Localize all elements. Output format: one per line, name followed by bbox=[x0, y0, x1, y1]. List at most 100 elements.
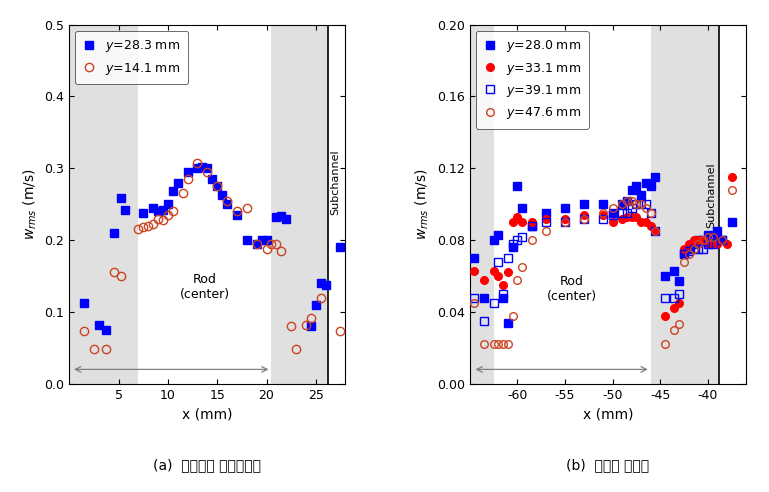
$y$=47.6 mm bbox=[661, 341, 670, 347]
$y$=28.3 mm bbox=[173, 180, 182, 185]
$y$=28.0 mm bbox=[470, 255, 479, 261]
$y$=14.1 mm bbox=[144, 223, 153, 229]
$y$=28.3 mm bbox=[198, 164, 207, 170]
$y$=39.1 mm bbox=[598, 215, 608, 221]
$y$=28.3 mm bbox=[281, 215, 291, 221]
$y$=28.3 mm bbox=[262, 237, 271, 243]
$y$=39.1 mm bbox=[527, 223, 536, 229]
$y$=39.1 mm bbox=[641, 201, 651, 207]
$y$=28.0 mm bbox=[727, 219, 736, 225]
Line: $y$=14.1 mm: $y$=14.1 mm bbox=[80, 158, 345, 353]
$y$=33.1 mm bbox=[661, 312, 670, 318]
$y$=33.1 mm bbox=[489, 268, 498, 274]
$y$=14.1 mm bbox=[153, 215, 162, 221]
Text: Rod
(center): Rod (center) bbox=[547, 275, 598, 303]
$y$=28.3 mm bbox=[168, 188, 178, 194]
$y$=33.1 mm bbox=[561, 215, 570, 221]
$y$=33.1 mm bbox=[703, 241, 712, 246]
$y$=39.1 mm bbox=[513, 237, 522, 243]
$y$=33.1 mm bbox=[518, 219, 527, 225]
$y$=28.0 mm bbox=[670, 268, 679, 274]
$y$=39.1 mm bbox=[717, 237, 727, 243]
$y$=28.0 mm bbox=[489, 237, 498, 243]
$y$=47.6 mm bbox=[684, 251, 694, 257]
$y$=39.1 mm bbox=[689, 246, 698, 252]
$y$=47.6 mm bbox=[694, 241, 703, 246]
$y$=39.1 mm bbox=[489, 300, 498, 306]
$y$=14.1 mm bbox=[79, 328, 88, 334]
Line: $y$=47.6 mm: $y$=47.6 mm bbox=[471, 186, 735, 348]
Text: (a)  이중냉각 환형핵연료: (a) 이중냉각 환형핵연료 bbox=[153, 459, 261, 472]
$y$=28.3 mm bbox=[193, 165, 202, 171]
$y$=28.3 mm bbox=[79, 300, 88, 306]
$y$=28.3 mm bbox=[158, 207, 168, 213]
$y$=47.6 mm bbox=[632, 201, 641, 207]
$y$=28.3 mm bbox=[306, 323, 315, 329]
$y$=14.1 mm bbox=[232, 209, 241, 215]
$y$=39.1 mm bbox=[670, 295, 679, 301]
$y$=47.6 mm bbox=[641, 205, 651, 211]
$y$=47.6 mm bbox=[646, 210, 655, 216]
$y$=28.3 mm bbox=[271, 214, 281, 220]
$y$=47.6 mm bbox=[508, 312, 518, 318]
$y$=39.1 mm bbox=[674, 291, 684, 297]
$y$=14.1 mm bbox=[291, 346, 301, 352]
$y$=33.1 mm bbox=[727, 174, 736, 180]
$y$=14.1 mm bbox=[212, 183, 221, 189]
$y$=28.3 mm bbox=[138, 210, 148, 216]
$y$=14.1 mm bbox=[222, 198, 231, 204]
$y$=39.1 mm bbox=[632, 201, 641, 207]
Bar bbox=[470, 25, 494, 384]
$y$=39.1 mm bbox=[646, 210, 655, 216]
$y$=28.0 mm bbox=[598, 201, 608, 207]
$y$=28.3 mm bbox=[116, 195, 125, 201]
$y$=28.0 mm bbox=[684, 246, 694, 252]
$y$=14.1 mm bbox=[163, 212, 172, 218]
$y$=47.6 mm bbox=[561, 219, 570, 225]
$y$=39.1 mm bbox=[508, 241, 518, 246]
$y$=47.6 mm bbox=[679, 259, 688, 265]
$y$=47.6 mm bbox=[518, 264, 527, 270]
$y$=47.6 mm bbox=[494, 341, 503, 347]
$y$=33.1 mm bbox=[632, 214, 641, 220]
$y$=39.1 mm bbox=[561, 219, 570, 225]
Text: Rod
(center): Rod (center) bbox=[180, 273, 230, 301]
$y$=14.1 mm bbox=[316, 295, 325, 301]
$y$=47.6 mm bbox=[717, 237, 727, 243]
$y$=14.1 mm bbox=[193, 159, 202, 165]
$y$=28.0 mm bbox=[674, 278, 684, 284]
$y$=39.1 mm bbox=[608, 212, 618, 218]
$y$=28.0 mm bbox=[622, 198, 631, 204]
$y$=28.0 mm bbox=[541, 210, 551, 216]
$y$=47.6 mm bbox=[527, 237, 536, 243]
$y$=47.6 mm bbox=[622, 198, 631, 204]
$y$=14.1 mm bbox=[183, 176, 192, 182]
Bar bbox=[271, 25, 328, 384]
$y$=28.0 mm bbox=[646, 184, 655, 189]
$y$=47.6 mm bbox=[670, 327, 679, 333]
$y$=33.1 mm bbox=[479, 277, 488, 282]
$y$=28.3 mm bbox=[183, 169, 192, 175]
$y$=14.1 mm bbox=[168, 209, 178, 215]
Bar bbox=[651, 25, 719, 384]
$y$=28.3 mm bbox=[336, 245, 345, 250]
$y$=28.0 mm bbox=[527, 223, 536, 229]
$y$=28.0 mm bbox=[708, 234, 717, 240]
$y$=39.1 mm bbox=[698, 246, 707, 252]
$y$=39.1 mm bbox=[694, 246, 703, 252]
$y$=33.1 mm bbox=[674, 300, 684, 306]
$y$=47.6 mm bbox=[674, 322, 684, 328]
$y$=28.3 mm bbox=[94, 322, 103, 328]
$y$=14.1 mm bbox=[267, 241, 276, 246]
$y$=47.6 mm bbox=[608, 205, 618, 211]
$y$=47.6 mm bbox=[637, 201, 646, 207]
Y-axis label: $w_{rms}$ (m/s): $w_{rms}$ (m/s) bbox=[22, 168, 38, 240]
$y$=28.3 mm bbox=[163, 201, 172, 207]
$y$=28.3 mm bbox=[242, 237, 251, 243]
$y$=47.6 mm bbox=[541, 228, 551, 234]
$y$=28.0 mm bbox=[518, 205, 527, 211]
$y$=47.6 mm bbox=[489, 341, 498, 347]
$y$=33.1 mm bbox=[684, 241, 694, 246]
$y$=33.1 mm bbox=[641, 219, 651, 225]
$y$=28.3 mm bbox=[203, 165, 212, 171]
